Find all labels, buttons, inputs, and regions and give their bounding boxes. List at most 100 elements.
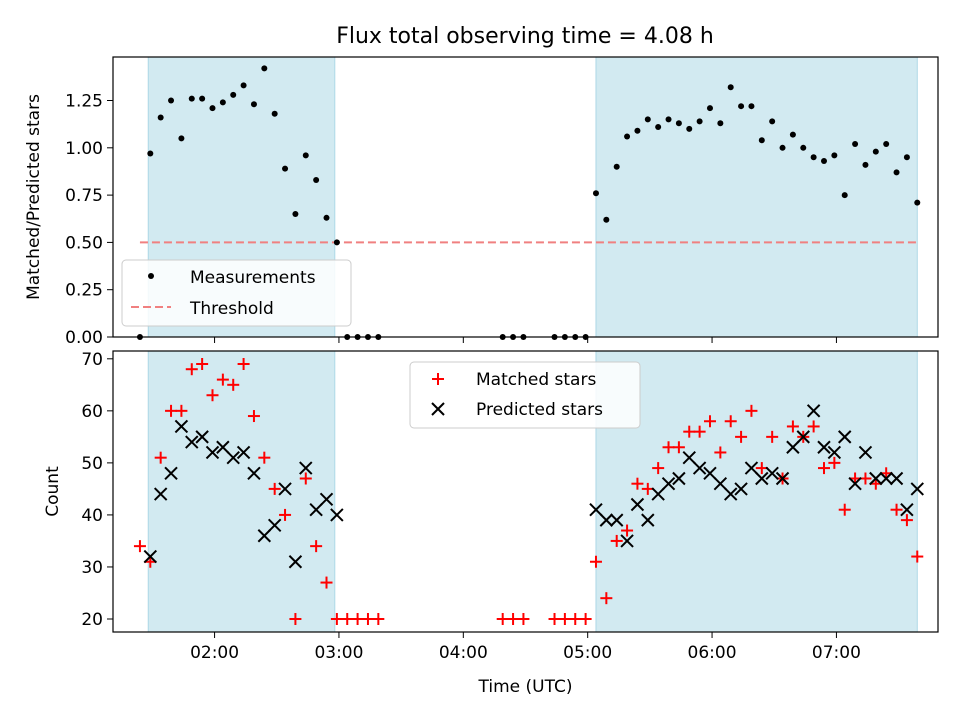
matched-stars-point	[766, 430, 779, 443]
predicted-stars-point-b	[682, 450, 696, 465]
measurement-point	[313, 176, 320, 183]
predicted-stars-point	[630, 497, 645, 512]
measurement-point	[199, 95, 206, 102]
measurement-point	[634, 127, 641, 134]
matched-stars-point	[672, 441, 685, 454]
matched-stars-point	[724, 415, 737, 428]
measurement-point	[219, 99, 226, 106]
x-tick-label: 03:00	[314, 643, 363, 663]
measurement-point	[188, 95, 195, 102]
predicted-stars-point	[765, 466, 779, 480]
measurement-point	[769, 118, 776, 125]
matched-stars-point	[227, 378, 240, 391]
figure-title: Flux total observing time = 4.08 h	[336, 24, 714, 49]
predicted-stars-point	[309, 503, 323, 517]
matched-stars-point	[507, 612, 520, 625]
matched-stars-point	[600, 592, 613, 605]
measurement-point	[862, 161, 869, 168]
predicted-stars-point	[267, 518, 282, 533]
predicted-stars-point	[744, 461, 759, 475]
measurement-point	[779, 144, 786, 151]
predicted-stars-point-b	[765, 466, 779, 480]
measurement-point	[147, 150, 154, 157]
matched-stars-point	[652, 462, 665, 475]
x-tick-label: 06:00	[688, 643, 737, 663]
predicted-stars-point-b	[806, 404, 821, 418]
count-axes-frame	[112, 350, 939, 633]
measurement-point	[592, 190, 599, 197]
matched-stars-point	[714, 446, 727, 459]
matched-stars-point	[745, 404, 758, 417]
measurement-point	[800, 144, 807, 151]
ratio-y-tick-label: 0.75	[65, 186, 103, 206]
matched-stars-point	[496, 612, 509, 625]
measurement-point	[323, 214, 330, 221]
count-panel: 20 30 40 50 60 70 02:00 03:00 04:00 05:00 06:00 07:…	[43, 350, 939, 697]
legend-threshold-label: Threshold	[189, 299, 274, 319]
predicted-stars-point-b	[143, 549, 158, 564]
count-y-tick-label: 20	[81, 610, 103, 630]
measurement-point	[810, 154, 817, 161]
count-y-tick-label: 50	[81, 454, 103, 474]
predicted-stars-point	[599, 513, 614, 527]
predicted-stars-point-b	[299, 461, 313, 475]
predicted-stars-point	[153, 487, 168, 501]
matched-stars-point	[569, 612, 582, 625]
matched-stars-point	[268, 482, 281, 495]
predicted-stars-point	[620, 534, 634, 548]
matched-stars-point	[196, 358, 209, 371]
measurement-point	[302, 152, 309, 159]
measurement-point	[914, 199, 921, 206]
predicted-stars-point-b	[755, 471, 769, 486]
count-y-tick-label: 60	[81, 402, 103, 422]
predicted-stars-point-b	[744, 461, 759, 475]
measurement-point	[717, 120, 724, 127]
matched-stars-point	[693, 425, 706, 438]
count-shaded-interval-2	[595, 351, 918, 632]
legend-predicted-marker	[431, 402, 445, 416]
matched-stars-point	[320, 576, 333, 589]
measurement-point	[209, 105, 216, 112]
measurement-point	[261, 65, 268, 72]
predicted-stars-point-b	[620, 534, 634, 548]
ratio-y-tick-label: 1.00	[65, 139, 103, 159]
predicted-stars-point	[672, 471, 686, 486]
x-axis-label: Time (UTC)	[478, 677, 573, 697]
predicted-stars-point	[755, 471, 769, 486]
measurement-point	[748, 103, 755, 110]
predicted-stars-point-b	[672, 471, 686, 486]
predicted-stars-point-b	[164, 466, 178, 480]
predicted-stars-point-b	[900, 503, 914, 517]
predicted-stars-point-b	[858, 445, 873, 460]
measurement-point	[696, 118, 703, 125]
matched-stars-point	[817, 462, 830, 475]
matched-stars-point	[579, 612, 592, 625]
predicted-stars-point-b	[330, 508, 344, 522]
measurement-point	[624, 133, 631, 140]
predicted-stars-point	[247, 466, 261, 480]
measurement-point	[271, 110, 278, 117]
count-y-tick-label: 30	[81, 558, 103, 578]
predicted-stars-point	[858, 445, 873, 460]
predicted-stars-point	[682, 450, 696, 465]
matched-stars-point	[589, 555, 602, 568]
matched-stars-point	[828, 456, 841, 469]
predicted-stars-point-b	[205, 445, 220, 460]
predicted-stars-point	[910, 482, 924, 496]
matched-stars-point	[299, 472, 312, 485]
legend-measurements-label: Measurements	[190, 268, 316, 288]
matched-stars-point	[206, 389, 219, 402]
predicted-stars-point	[143, 549, 158, 564]
predicted-stars-point-b	[195, 430, 209, 444]
measurement-point	[168, 97, 175, 104]
measurement-point	[157, 114, 164, 121]
predicted-stars-point-b	[724, 487, 738, 501]
legend-matched-label: Matched stars	[476, 370, 596, 390]
ratio-panel: 0.00 0.25 0.50 0.75 1.00 1.25 Matched/Predicte…	[24, 56, 939, 348]
matched-stars-point	[703, 415, 716, 428]
predicted-stars-point-b	[319, 492, 334, 507]
matched-stars-point	[900, 514, 913, 527]
matched-stars-point	[662, 441, 675, 454]
predicted-stars-point	[786, 440, 800, 454]
measurement-point	[240, 82, 247, 89]
